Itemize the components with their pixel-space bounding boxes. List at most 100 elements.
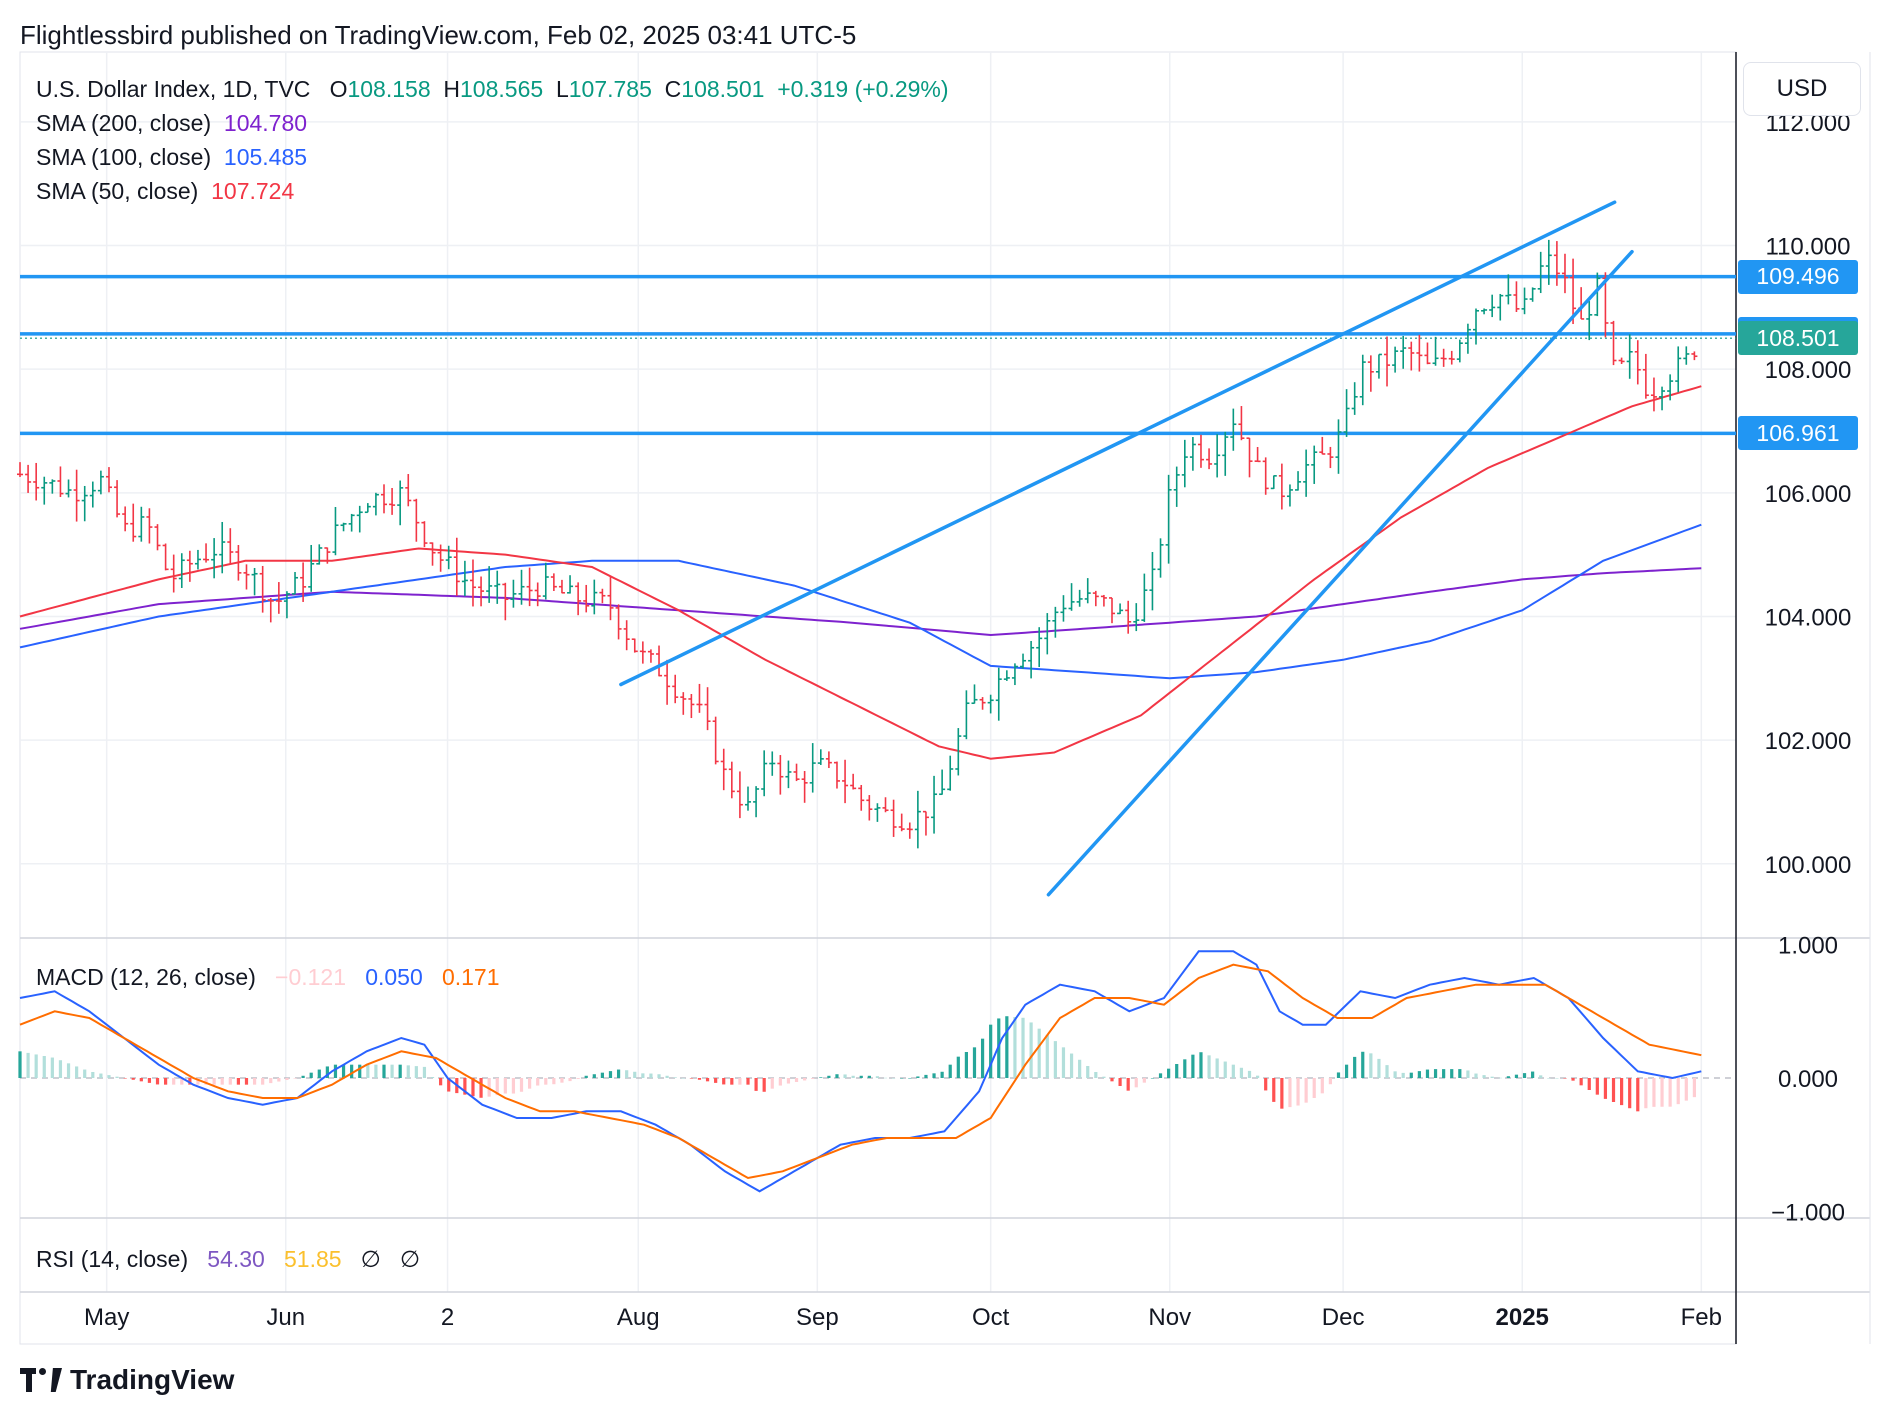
trendline-1 (1046, 249, 1634, 897)
macd-histogram-bar (1013, 1017, 1017, 1078)
macd-histogram-bar (989, 1024, 993, 1078)
price-bar (1117, 603, 1124, 615)
macd-histogram-bar (722, 1078, 726, 1085)
macd-histogram-bar (301, 1075, 305, 1078)
price-bar (955, 728, 962, 776)
macd-histogram-bar (1620, 1078, 1624, 1106)
macd-histogram-bar (875, 1076, 880, 1078)
macd-histogram-bar (1110, 1078, 1114, 1082)
macd-histogram-bar (738, 1078, 742, 1085)
macd-histogram-bar (552, 1078, 556, 1085)
macd-histogram-bar (439, 1078, 443, 1086)
macd-histogram-bar (1102, 1076, 1106, 1078)
price-bar (1100, 594, 1107, 607)
price-bar (1683, 346, 1690, 365)
horizontal-levels (20, 274, 1736, 436)
price-bar (267, 598, 274, 623)
macd-tick-label: −1.000 (1771, 1199, 1845, 1226)
price-bar (672, 674, 679, 704)
macd-histogram-bar (228, 1078, 232, 1085)
price-bar (947, 755, 954, 791)
macd-histogram-bar (1207, 1055, 1211, 1078)
macd-histogram-bar (932, 1073, 936, 1078)
time-tick-label: Aug (617, 1304, 660, 1331)
macd-histogram-bar (180, 1078, 184, 1085)
price-bar (898, 813, 905, 832)
macd-histogram-bar (390, 1064, 394, 1078)
macd-tick-label: 1.000 (1778, 933, 1838, 960)
macd-histogram-bar (1555, 1078, 1559, 1079)
legend-sma50[interactable]: SMA (50, close) 107.724 (36, 178, 295, 204)
price-bar (235, 545, 242, 581)
macd-histogram-bar (341, 1064, 346, 1078)
macd-histogram-bar (1425, 1069, 1430, 1078)
macd-histogram-bar (471, 1078, 475, 1097)
legend-sma100[interactable]: SMA (100, close) 105.485 (36, 144, 308, 170)
price-bar (1076, 589, 1083, 607)
legend-sma200[interactable]: SMA (200, close) 104.780 (36, 110, 308, 136)
macd-histogram-bar (1522, 1073, 1527, 1078)
macd-histogram-bar (1458, 1069, 1462, 1078)
price-bar (502, 582, 509, 621)
price-bar (890, 799, 897, 837)
macd-histogram-bar (1296, 1078, 1300, 1106)
level-price-tag: 106.961 (1738, 416, 1858, 451)
price-bar (1011, 663, 1018, 686)
tradingview-logo[interactable]: TradingView (20, 1364, 234, 1396)
price-bar (866, 795, 873, 821)
legend-macd[interactable]: MACD (12, 26, close) −0.121 0.050 0.171 (36, 964, 500, 990)
price-bar (453, 537, 460, 596)
price-bar (607, 576, 614, 621)
legend-rsi[interactable]: RSI (14, close) 54.30 51.85 ∅ ∅ (36, 1246, 421, 1272)
price-bar (736, 771, 743, 819)
price-bar (1537, 251, 1544, 294)
price-bar (73, 469, 80, 522)
macd-histogram-bar (1514, 1074, 1519, 1078)
price-bar (1489, 294, 1496, 318)
price-bar (1295, 471, 1302, 491)
symbol-name[interactable]: U.S. Dollar Index, 1D, TVC (36, 76, 311, 102)
macd-histogram-bar (1126, 1078, 1130, 1091)
macd-histogram-bar (641, 1073, 645, 1078)
macd-histogram-bar (649, 1073, 653, 1078)
macd-histogram-bar (1005, 1016, 1009, 1078)
macd-histogram-bar (447, 1078, 451, 1092)
macd-histogram-bar (746, 1078, 750, 1085)
macd-hist-value: −0.121 (275, 964, 347, 990)
price-bar (518, 569, 525, 605)
price-bar (211, 538, 218, 579)
currency-selector[interactable]: USD (1743, 62, 1861, 116)
macd-histogram-bar (358, 1064, 362, 1078)
sma-line-0 (19, 567, 1702, 637)
macd-histogram-bar (1320, 1078, 1324, 1094)
price-bar (639, 641, 646, 664)
macd-histogram-bar (414, 1066, 418, 1078)
macd-histogram-bar (1150, 1078, 1155, 1079)
price-bar (1691, 351, 1698, 361)
price-bar (833, 761, 840, 789)
price-bar (65, 479, 72, 498)
macd-histogram-bar (1045, 1034, 1049, 1078)
price-bar (1157, 538, 1164, 578)
macd-histogram-bar (851, 1075, 855, 1078)
macd-histogram-bar (1191, 1054, 1195, 1078)
price-bar (995, 667, 1002, 721)
macd-histogram-bar (34, 1054, 38, 1078)
macd-histogram-bar (66, 1063, 71, 1078)
price-bar (1481, 308, 1488, 315)
macd-histogram-bar (261, 1078, 265, 1085)
macd-histogram-bar (115, 1076, 119, 1078)
price-bar (122, 506, 129, 532)
price-bar (364, 503, 371, 514)
macd-histogram-bar (139, 1078, 143, 1082)
macd-histogram-bar (1142, 1078, 1146, 1083)
price-bar (89, 481, 96, 508)
price-bar (914, 790, 921, 849)
macd-histogram-bar (155, 1078, 160, 1085)
macd-histogram-bar (1069, 1053, 1074, 1078)
macd-histogram-bar (908, 1078, 912, 1079)
macd-histogram-bar (924, 1074, 928, 1078)
macd-histogram-bar (1361, 1051, 1365, 1078)
macd-line-value: 0.050 (365, 964, 423, 990)
